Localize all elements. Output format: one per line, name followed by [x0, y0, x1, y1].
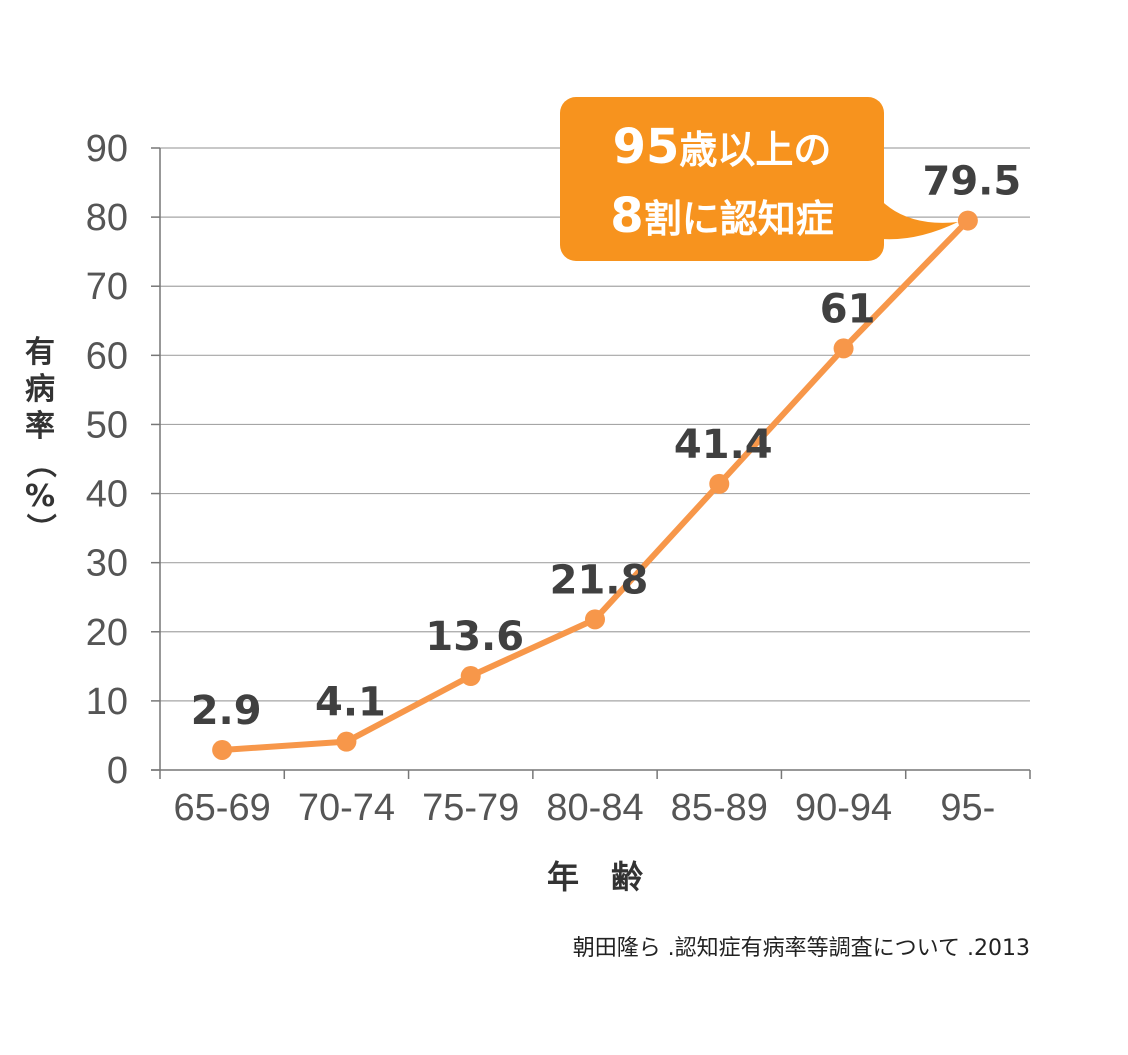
data-label: 4.1 — [315, 680, 386, 726]
data-label: 21.8 — [550, 557, 649, 603]
callout-bubble: 95歳以上の 8割に認知症 — [560, 97, 958, 261]
data-point — [212, 739, 233, 760]
y-tick-label: 0 — [107, 750, 128, 792]
callout-line-2: 8割に認知症 — [610, 188, 833, 244]
callout-line-1: 95歳以上の — [613, 119, 832, 175]
data-labels: 2.9 4.1 13.6 21.8 41.4 61 79.5 — [191, 159, 1021, 734]
x-tick-label: 75-79 — [422, 787, 519, 829]
x-axis: 65-69 70-74 75-79 80-84 85-89 90-94 95- — [151, 147, 1031, 829]
x-axis-label: 年 齢 — [547, 858, 643, 896]
y-tick-label: 40 — [86, 474, 128, 516]
data-point — [957, 210, 978, 231]
data-point — [336, 731, 357, 752]
y-axis-label-char: ） — [22, 513, 57, 543]
callout-pointer — [872, 190, 958, 240]
x-tick-label: 95- — [940, 787, 995, 829]
y-tick-label: 80 — [86, 197, 128, 239]
callout-number-1: 95 — [613, 119, 680, 175]
y-tick-label: 50 — [86, 404, 128, 446]
y-axis-ticks: 0 10 20 30 40 50 60 70 80 90 — [86, 128, 128, 792]
source-citation: 朝田隆ら .認知症有病率等調査について .2013 — [573, 936, 1030, 961]
data-label: 79.5 — [923, 159, 1022, 205]
y-tick-label: 70 — [86, 266, 128, 308]
y-axis-label-char: 有 — [25, 335, 55, 370]
y-tick-label: 30 — [86, 543, 128, 585]
data-point — [709, 473, 730, 494]
series-line — [212, 210, 978, 760]
callout-box — [560, 97, 884, 261]
data-point — [833, 338, 854, 359]
data-label: 41.4 — [674, 422, 773, 468]
x-tick-label: 90-94 — [795, 787, 892, 829]
y-tick-label: 60 — [86, 335, 128, 377]
y-tick-label: 90 — [86, 128, 128, 170]
callout-text-2: 割に認知症 — [644, 197, 834, 241]
callout-text-1: 歳以上の — [679, 128, 831, 172]
y-axis-label: 有病率 （%） — [22, 335, 57, 543]
y-tick-label: 10 — [86, 681, 128, 723]
y-axis-label-char: % — [25, 479, 55, 514]
data-label: 2.9 — [191, 688, 262, 734]
y-tick-label: 20 — [86, 612, 128, 654]
x-tick-label: 85-89 — [671, 787, 768, 829]
y-axis-label-char: 病 — [25, 372, 55, 407]
x-tick-label: 80-84 — [546, 787, 643, 829]
y-axis-label-char: 率 — [25, 409, 55, 444]
data-label: 61 — [820, 286, 876, 332]
data-label: 13.6 — [425, 614, 524, 660]
callout-number-2: 8 — [610, 188, 643, 244]
y-axis-label-char: （ — [22, 448, 57, 478]
data-point — [460, 666, 481, 687]
data-point — [585, 609, 605, 630]
x-tick-label: 70-74 — [298, 787, 395, 829]
x-tick-label: 65-69 — [174, 787, 271, 829]
